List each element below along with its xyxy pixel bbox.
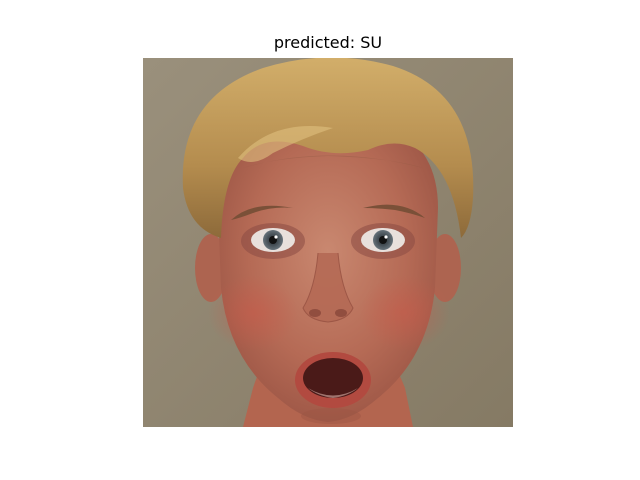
image-axes xyxy=(143,58,513,427)
plot-title: predicted: SU xyxy=(0,33,640,53)
face-photo xyxy=(143,58,513,427)
